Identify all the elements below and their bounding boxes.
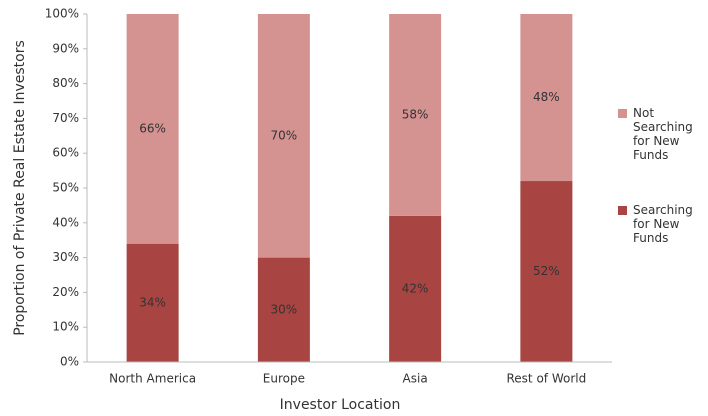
y-tick-label: 100% [45, 7, 79, 21]
bar-segment [520, 14, 573, 182]
bar-segment [389, 14, 442, 216]
data-label: 34% [139, 295, 166, 309]
x-tick-label: Rest of World [507, 372, 587, 386]
legend-swatch [618, 206, 627, 215]
y-tick-label: 40% [52, 215, 79, 229]
data-label: 70% [271, 128, 298, 142]
data-label: 42% [402, 281, 429, 295]
y-tick-label: 90% [52, 41, 79, 55]
bar-segment [257, 14, 310, 258]
y-tick-label: 70% [52, 111, 79, 125]
y-tick-label: 10% [52, 320, 79, 334]
data-label: 58% [402, 107, 429, 121]
data-label: 52% [533, 264, 560, 278]
data-label: 48% [533, 90, 560, 104]
y-tick-label: 20% [52, 285, 79, 299]
bar-segment [126, 243, 179, 362]
y-tick-label: 30% [52, 250, 79, 264]
x-tick-label: Asia [403, 372, 428, 386]
data-label: 30% [271, 302, 298, 316]
legend-swatch [618, 109, 627, 118]
y-axis-title: Proportion of Private Real Estate Invest… [12, 40, 28, 336]
bar-segment [520, 181, 573, 362]
bar-segment [389, 215, 442, 362]
y-tick-label: 50% [52, 181, 79, 195]
legend-entry: Searching for New Funds [618, 203, 699, 245]
y-tick-label: 60% [52, 146, 79, 160]
legend-entry: Not Searching for New Funds [618, 106, 699, 162]
bar-segment [257, 257, 310, 362]
legend-label: Searching for New Funds [633, 203, 693, 245]
x-axis-title: Investor Location [280, 397, 401, 413]
y-tick-label: 80% [52, 76, 79, 90]
y-tick-label: 0% [60, 355, 79, 369]
bar-segment [126, 14, 179, 244]
x-tick-label: North America [109, 372, 196, 386]
x-tick-label: Europe [263, 372, 305, 386]
legend-label: Not Searching for New Funds [633, 106, 693, 162]
data-label: 66% [139, 121, 166, 135]
